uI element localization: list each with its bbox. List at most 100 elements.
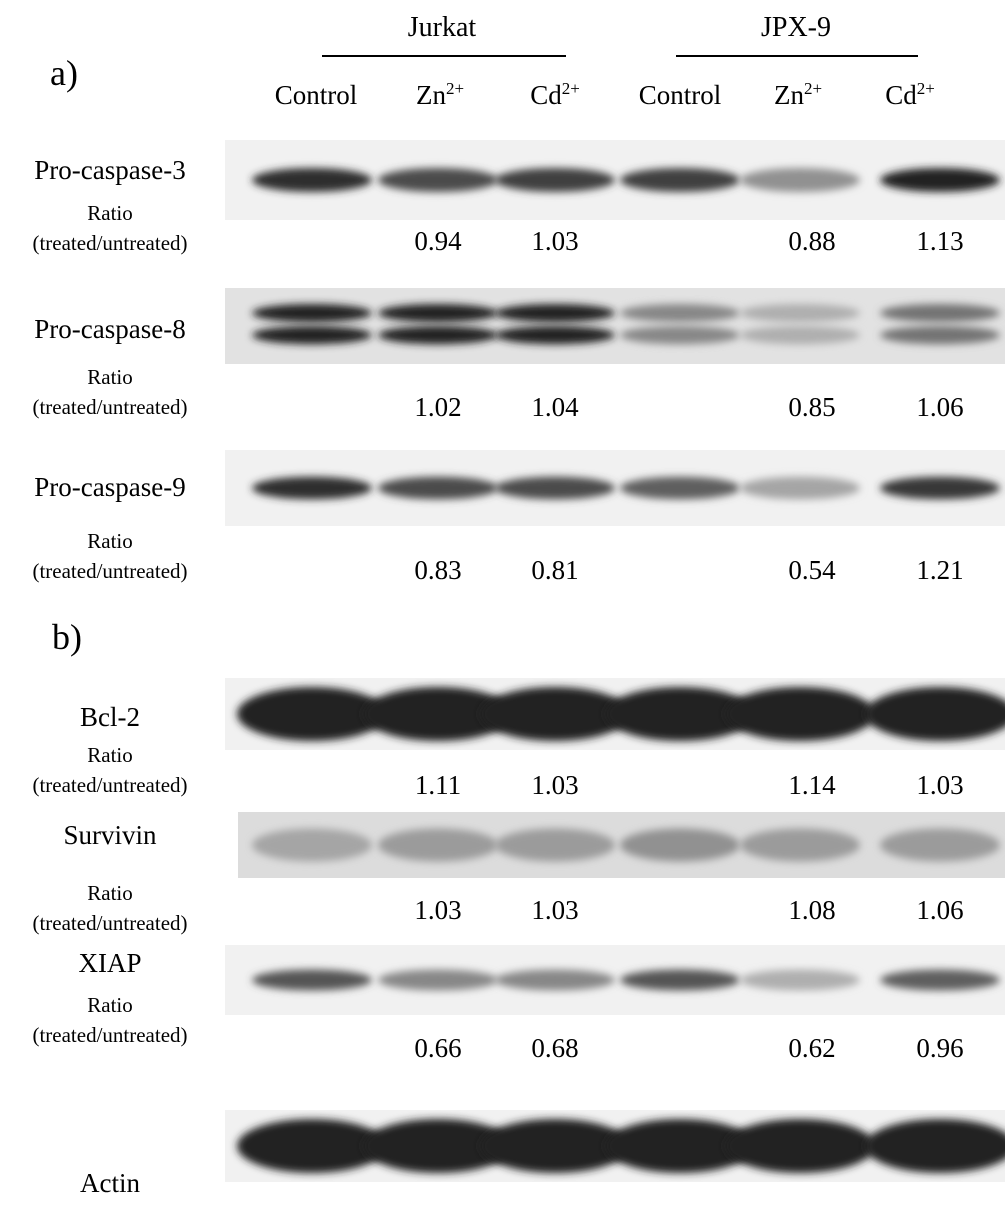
ratio-value-jpx9-cd: 1.21 — [916, 555, 964, 585]
lane-label-jpx9-cd: Cd2+ — [885, 79, 935, 110]
protein-name-pro-caspase-9: Pro-caspase-9 — [34, 472, 186, 502]
ratio-label-pro-caspase-3: Ratio (treated/untreated) — [32, 201, 188, 255]
group-title-jurkat: Jurkat — [407, 12, 477, 43]
ratio-value-jurkat-zn: 1.03 — [414, 895, 462, 925]
blot-svg — [225, 678, 1005, 750]
band-jurkat-zn — [378, 476, 498, 500]
ratio-value-jurkat-cd: 0.81 — [531, 555, 579, 585]
blot-background — [225, 288, 1005, 364]
band-jurkat-control-1 — [252, 303, 372, 323]
ratio-value-jurkat-zn: 0.83 — [414, 555, 462, 585]
ratio-value-jurkat-cd: 1.03 — [531, 895, 579, 925]
ratio-label-survivin: Ratio (treated/untreated) — [32, 881, 188, 935]
ratio-value-jpx9-cd: 1.06 — [916, 895, 964, 925]
band-jpx9-control — [605, 687, 755, 741]
band-jpx9-cd — [865, 1119, 1005, 1173]
blot-svg — [225, 450, 1005, 526]
band-jpx9-zn — [725, 687, 875, 741]
band-jurkat-zn — [363, 1119, 513, 1173]
ratio-value-jurkat-cd: 1.03 — [531, 770, 579, 800]
band-jpx9-zn-2 — [740, 326, 860, 345]
lane-label-jurkat-zn: Zn2+ — [415, 79, 465, 110]
ratio-value-jpx9-zn: 0.85 — [788, 392, 836, 422]
ratio-row-pro-caspase-8: 1.02 1.04 0.85 1.06 — [0, 392, 1005, 428]
blot-svg — [225, 945, 1005, 1015]
band-jpx9-cd — [880, 828, 1000, 862]
blot-survivin — [238, 812, 1005, 878]
panel-a-label: a) — [50, 53, 78, 93]
lane-label-jpx9-zn: Zn2+ — [773, 79, 823, 110]
band-jpx9-control — [620, 828, 740, 862]
group-title-jpx9: JPX-9 — [760, 12, 831, 43]
band-jurkat-cd-2 — [495, 326, 615, 345]
ratio-row-bcl-2: 1.11 1.03 1.14 1.03 — [0, 770, 1005, 806]
band-jpx9-zn-1 — [740, 303, 860, 323]
band-jurkat-control-2 — [252, 326, 372, 345]
band-jurkat-cd — [495, 828, 615, 862]
band-jpx9-control-2 — [620, 326, 740, 345]
band-jurkat-zn-1 — [378, 303, 498, 323]
protein-name-bcl-2: Bcl-2 — [80, 702, 140, 732]
band-jpx9-cd — [865, 687, 1005, 741]
ratio-row-pro-caspase-9: 0.83 0.81 0.54 1.21 — [0, 555, 1005, 591]
ratio-label-pro-caspase-9: Ratio (treated/untreated) — [32, 529, 188, 583]
band-jpx9-cd — [880, 476, 1000, 500]
ratio-label-bcl-2: Ratio (treated/untreated) — [32, 743, 188, 797]
band-jurkat-control — [252, 168, 372, 192]
protein-name-actin: Actin — [80, 1168, 140, 1198]
ratio-value-jpx9-zn: 0.88 — [788, 226, 836, 256]
band-jurkat-cd-1 — [495, 303, 615, 323]
band-jpx9-zn — [740, 168, 860, 192]
ratio-row-pro-caspase-3: 0.94 1.03 0.88 1.13 — [0, 226, 1005, 262]
lane-label-jurkat-control: Control — [274, 80, 358, 110]
ratio-value-jurkat-zn: 1.11 — [414, 770, 462, 800]
band-jpx9-control — [620, 476, 740, 500]
band-jpx9-zn — [740, 828, 860, 862]
band-jurkat-control — [252, 476, 372, 500]
band-jurkat-zn — [378, 828, 498, 862]
panel-b-label: b) — [52, 617, 82, 657]
ratio-value-jurkat-cd: 1.04 — [531, 392, 579, 422]
ratio-value-jurkat-zn: 0.66 — [414, 1033, 462, 1063]
blot-xiap — [225, 945, 1005, 1015]
band-jpx9-cd — [880, 168, 1000, 192]
band-jurkat-control — [252, 969, 372, 991]
ratio-value-jpx9-zn: 1.14 — [788, 770, 836, 800]
ratio-row-survivin: 1.03 1.03 1.08 1.06 — [0, 895, 1005, 931]
band-jurkat-cd — [495, 168, 615, 192]
blot-svg — [225, 1110, 1005, 1182]
ratio-value-jpx9-zn: 1.08 — [788, 895, 836, 925]
blot-actin — [225, 1110, 1005, 1182]
blot-svg — [225, 288, 1005, 364]
band-jpx9-cd-2 — [880, 326, 1000, 345]
group-line-jurkat — [322, 55, 566, 57]
band-jpx9-cd — [880, 969, 1000, 991]
blot-bcl-2 — [225, 678, 1005, 750]
band-jpx9-control — [620, 168, 740, 192]
ratio-value-jurkat-zn: 1.02 — [414, 392, 462, 422]
band-jurkat-zn — [378, 969, 498, 991]
blot-pro-caspase-3 — [225, 140, 1005, 220]
ratio-value-jurkat-zn: 0.94 — [414, 226, 462, 256]
group-line-jpx9 — [676, 55, 918, 57]
protein-name-pro-caspase-8: Pro-caspase-8 — [34, 314, 186, 344]
band-jpx9-control-1 — [620, 303, 740, 323]
band-jurkat-cd — [495, 969, 615, 991]
band-jurkat-zn-2 — [378, 326, 498, 345]
ratio-value-jpx9-cd: 1.03 — [916, 770, 964, 800]
ratio-value-jpx9-zn: 0.62 — [788, 1033, 836, 1063]
band-jpx9-control — [620, 969, 740, 991]
protein-name-pro-caspase-3: Pro-caspase-3 — [34, 155, 186, 185]
ratio-value-jpx9-cd: 1.06 — [916, 392, 964, 422]
ratio-label-pro-caspase-8: Ratio (treated/untreated) — [32, 365, 188, 419]
lane-label-jpx9-control: Control — [638, 80, 722, 110]
band-jpx9-zn — [740, 476, 860, 500]
lane-label-jurkat-cd: Cd2+ — [530, 79, 580, 110]
ratio-value-jpx9-zn: 0.54 — [788, 555, 836, 585]
ratio-value-jpx9-cd: 0.96 — [916, 1033, 964, 1063]
blot-pro-caspase-9 — [225, 450, 1005, 526]
blot-pro-caspase-8 — [225, 288, 1005, 364]
band-jpx9-control — [605, 1119, 755, 1173]
ratio-label-xiap: Ratio (treated/untreated) — [32, 993, 188, 1047]
band-jpx9-cd-1 — [880, 303, 1000, 323]
